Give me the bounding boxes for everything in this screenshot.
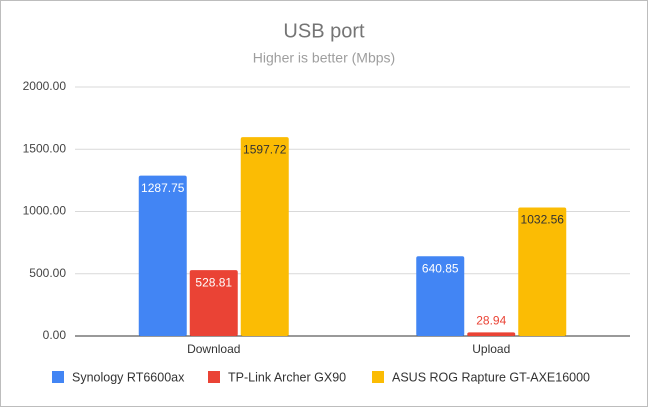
legend-swatch (208, 371, 220, 383)
y-tick-label: 1000.00 (23, 204, 67, 218)
data-label: 528.81 (195, 275, 232, 289)
data-label: 640.85 (422, 261, 459, 275)
bar (138, 175, 187, 336)
chart-title: USB port (283, 20, 365, 42)
x-tick-label: Download (187, 342, 240, 356)
legend-label: Synology RT6600ax (72, 370, 185, 384)
bar (467, 332, 516, 336)
bar (518, 207, 567, 336)
bar (189, 270, 238, 336)
legend-swatch (372, 371, 384, 383)
data-label: 1032.56 (521, 213, 565, 227)
data-label: 28.94 (476, 314, 506, 328)
x-tick-label: Upload (472, 342, 510, 356)
y-tick-label: 0.00 (43, 328, 67, 342)
y-tick-label: 1500.00 (23, 141, 67, 155)
y-tick-label: 2000.00 (23, 79, 67, 93)
legend-label: ASUS ROG Rapture GT-AXE16000 (392, 370, 590, 384)
data-label: 1287.75 (141, 181, 185, 195)
data-label: 1597.72 (243, 142, 287, 156)
y-tick-label: 500.00 (29, 266, 66, 280)
chart-subtitle: Higher is better (Mbps) (253, 50, 395, 66)
legend-label: TP-Link Archer GX90 (228, 370, 346, 384)
bar (240, 137, 289, 336)
bar (416, 256, 465, 336)
legend-swatch (52, 371, 64, 383)
